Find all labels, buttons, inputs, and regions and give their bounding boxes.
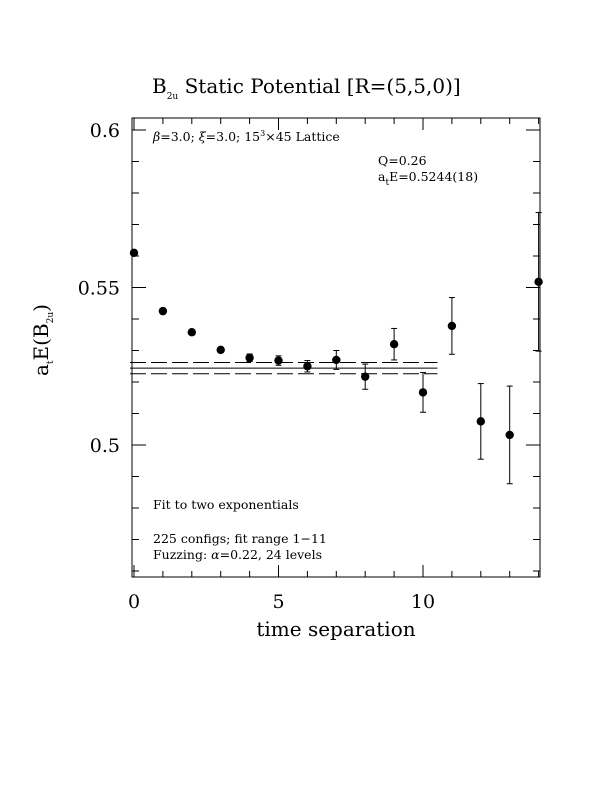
data-point-3 [216,345,225,355]
fuzzing-annotation: Fuzzing: α=0.22, 24 levels [153,547,322,562]
y-tick-label-0.6: 0.6 [90,120,120,142]
data-point-7 [332,355,341,365]
x-tick-label-0: 0 [128,591,140,613]
y-axis-label: atE(B2u) [29,304,56,376]
data-points [129,212,543,485]
data-point-9 [389,340,399,349]
y-tick-label-0.5: 0.5 [90,435,120,457]
data-point-0 [129,248,139,258]
data-point-14 [534,277,543,287]
data-point-10 [418,388,428,397]
data-point-6 [303,362,312,371]
data-point-8 [361,372,370,381]
data-point-1 [158,306,168,316]
energy-annotation: atE=0.5244(18) [378,169,478,188]
x-tick-label-10: 10 [411,591,435,613]
data-point-11 [447,321,457,331]
x-tick-label-5: 5 [272,591,284,613]
data-point-13 [505,430,514,440]
q-annotation: Q=0.26 [378,153,427,168]
data-point-12 [476,417,485,426]
y-tick-label-0.55: 0.55 [78,278,120,300]
axis-ticks [132,118,540,577]
lattice-annotation: β=3.0; ξ=3.0; 153×45 Lattice [152,129,340,144]
fit-annotation: Fit to two exponentials [153,497,299,512]
x-axis-label: time separation [256,617,415,641]
data-point-5 [274,356,283,365]
data-point-4 [245,353,254,362]
configs-annotation: 225 configs; fit range 1−11 [153,531,327,546]
data-point-2 [187,328,196,337]
chart-title: B2u Static Potential [R=(5,5,0)] [152,74,461,102]
